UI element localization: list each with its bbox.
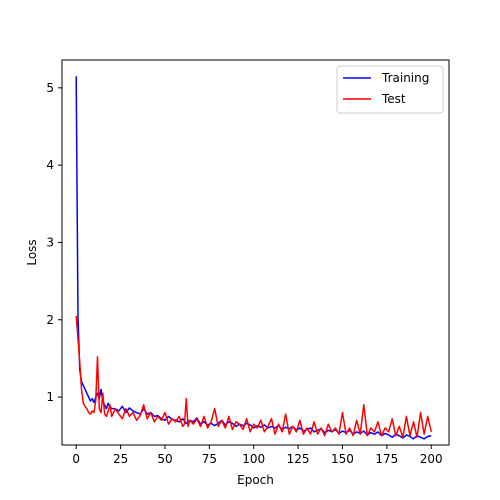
y-tick-label: 1 [46,390,54,404]
legend-label-test: Test [381,92,406,106]
y-tick-label: 3 [46,235,54,249]
y-tick-label: 5 [46,81,54,95]
y-tick-label: 2 [46,313,54,327]
x-tick-label: 100 [242,452,265,466]
plot-frame [61,59,450,446]
x-tick-label: 25 [113,452,128,466]
series-line-training [75,76,432,440]
legend-label-training: Training [381,71,429,85]
x-axis-label: Epoch [237,473,274,487]
x-tick-label: 0 [72,452,80,466]
series-layer [75,76,432,440]
y-axis-label: Loss [25,239,39,265]
y-tick-label: 4 [46,158,54,172]
x-tick-label: 75 [202,452,217,466]
x-tick-label: 175 [375,452,398,466]
x-axis: 0 25 50 75 100 125 150 175 200 [72,445,443,466]
x-tick-label: 150 [331,452,354,466]
series-line-test [75,315,432,439]
x-tick-label: 50 [157,452,172,466]
x-tick-label: 125 [287,452,310,466]
y-axis: 1 2 3 4 5 [46,81,62,404]
legend: Training Test [336,65,444,114]
x-tick-label: 200 [420,452,443,466]
